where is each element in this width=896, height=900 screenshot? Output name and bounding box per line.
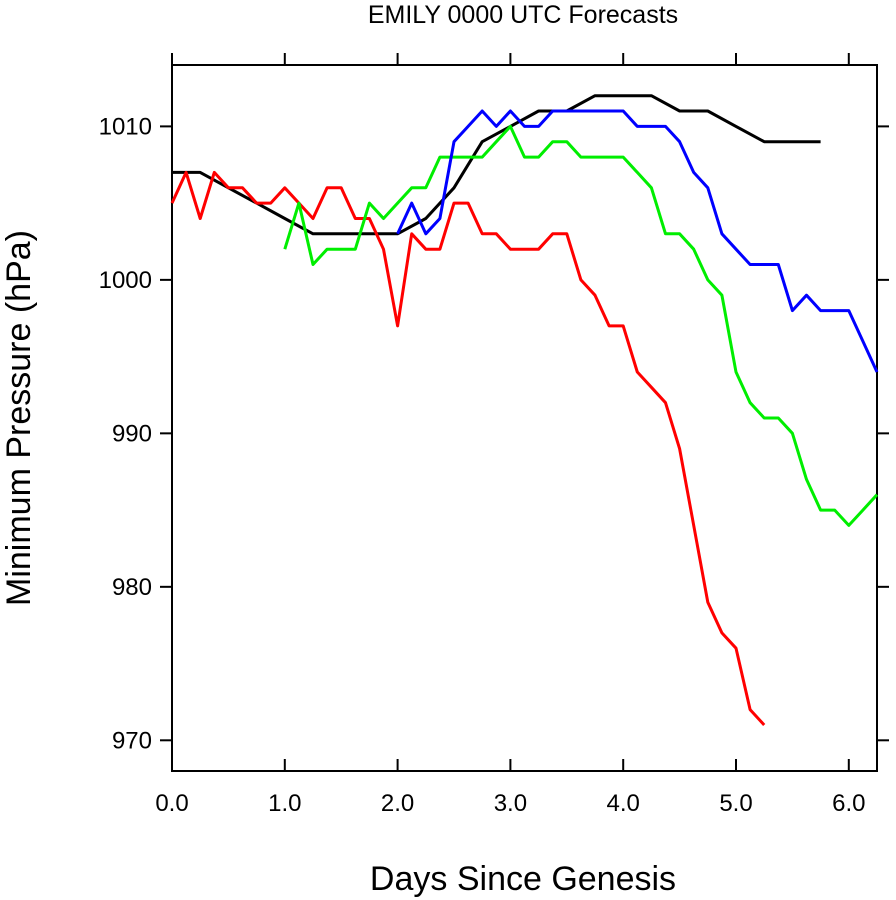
x-tick-label: 0.0 (155, 790, 188, 817)
x-tick-label: 3.0 (494, 790, 527, 817)
series-line-0 (172, 94, 821, 236)
series-line-2 (283, 124, 879, 527)
y-tick-label: 990 (112, 420, 152, 447)
x-tick-label: 4.0 (607, 790, 640, 817)
y-tick-label: 970 (112, 727, 152, 754)
series-line-1 (170, 170, 766, 727)
y-tick-label: 1000 (99, 267, 152, 294)
y-axis-title: Minimum Pressure (hPa) (0, 230, 38, 606)
x-axis-title: Days Since Genesis (370, 860, 676, 898)
x-tick-label: 1.0 (268, 790, 301, 817)
plot-frame (171, 64, 878, 772)
series-line-3 (396, 109, 879, 373)
x-tick-label: 5.0 (719, 790, 752, 817)
chart-title: EMILY 0000 UTC Forecasts (368, 1, 678, 29)
x-tick-label: 2.0 (381, 790, 414, 817)
axis-ticks: 0.0 1.0 2.0 3.0 4.0 5.0 6.0 970 980 990 1000 1010 (99, 53, 889, 817)
x-tick-label: 6.0 (832, 790, 865, 817)
y-tick-label: 980 (112, 574, 152, 601)
y-tick-label: 1010 (99, 113, 152, 140)
series-lines (170, 94, 879, 727)
